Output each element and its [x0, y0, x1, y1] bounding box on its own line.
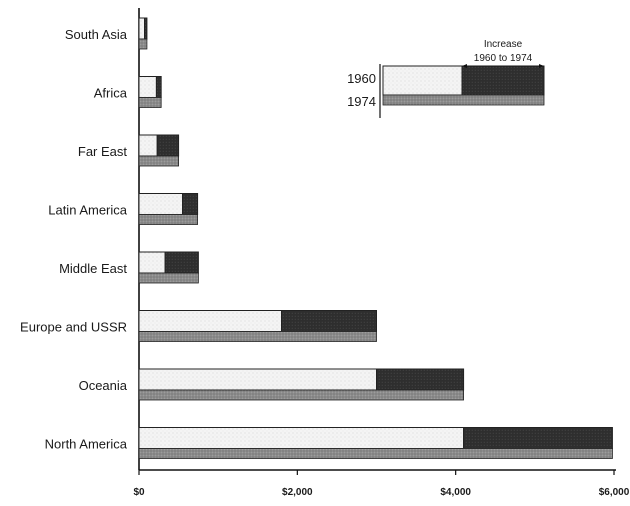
bar-1974: [138, 214, 198, 225]
bar-1974: [138, 389, 464, 401]
legend: 1960 1974 Increase 1960 to 1974: [347, 39, 545, 118]
category-label: Far East: [78, 144, 128, 159]
bar-1960: [138, 76, 157, 98]
legend-increase-swatch: [461, 65, 545, 96]
bar-increase: [281, 310, 377, 332]
bar-increase: [164, 251, 199, 274]
bar-increase: [144, 17, 148, 40]
legend-increase-label-line1: Increase: [484, 39, 523, 50]
category-label: North America: [45, 437, 128, 452]
bar-1960: [138, 193, 184, 215]
legend-increase-arrowhead-right: [539, 64, 544, 68]
bar-1974: [138, 155, 179, 167]
bar-1974: [138, 331, 377, 342]
bar-1960: [138, 134, 158, 157]
category-label: Europe and USSR: [20, 320, 127, 335]
plot-area: $0 $2,000 $4,000 $6,000 South Asia Africa Far …: [20, 8, 630, 498]
legend-1974-swatch: [382, 94, 545, 106]
category-label: South Asia: [65, 27, 128, 42]
bar-1974: [138, 448, 613, 459]
bar-increase: [376, 368, 465, 391]
bar-1974: [138, 38, 148, 50]
x-tick-label: $6,000: [599, 487, 630, 498]
category-label: Oceania: [79, 378, 128, 393]
x-tick-label: $0: [133, 487, 145, 498]
legend-1960-label: 1960: [347, 71, 376, 86]
legend-1974-label: 1974: [347, 94, 376, 109]
x-tick-label: $2,000: [282, 487, 313, 498]
legend-1960-base-swatch: [382, 65, 463, 96]
bar-1960: [138, 427, 465, 449]
category-label: Latin America: [48, 203, 128, 218]
bar-increase: [463, 427, 613, 449]
legend-increase-label-line2: 1960 to 1974: [474, 53, 533, 64]
category-label: Africa: [94, 86, 128, 101]
x-tick-label: $4,000: [440, 487, 471, 498]
bar-increase: [182, 193, 199, 215]
bar-1960: [138, 310, 282, 332]
bar-1974: [138, 97, 162, 108]
bar-1960: [138, 251, 166, 274]
legend-increase-arrowhead-left: [462, 64, 467, 68]
bar-1960: [138, 368, 377, 391]
bar-1974: [138, 272, 199, 284]
bar-increase: [156, 134, 180, 157]
bar-1960: [138, 17, 146, 40]
bar-increase: [155, 76, 162, 98]
category-label: Middle East: [59, 261, 127, 276]
